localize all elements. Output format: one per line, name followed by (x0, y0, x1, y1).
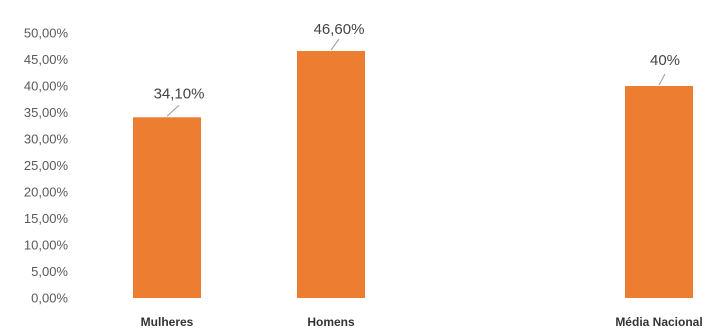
bar (133, 117, 201, 299)
y-tick-label: 15,00% (24, 211, 69, 226)
y-tick-label: 45,00% (24, 52, 69, 67)
y-tick-label: 40,00% (24, 79, 69, 94)
y-tick-label: 30,00% (24, 132, 69, 147)
data-label-leader (658, 73, 666, 86)
bar (297, 51, 365, 298)
bar (625, 86, 693, 298)
data-label: 40% (650, 52, 680, 69)
x-category-label: Mulheres (141, 315, 194, 329)
data-labels: 34,10% 46,60% 40% (154, 21, 680, 102)
x-category-label: Homens (307, 315, 355, 329)
y-tick-label: 20,00% (24, 185, 69, 200)
y-tick-label: 10,00% (24, 238, 69, 253)
y-tick-label: 25,00% (24, 158, 69, 173)
data-label: 46,60% (314, 21, 365, 38)
data-label: 34,10% (154, 85, 205, 102)
y-tick-label: 50,00% (24, 26, 69, 41)
data-label-leaders (166, 38, 666, 117)
y-axis: 0,00% 5,00% 10,00% 15,00% 20,00% 25,00% 30,00%… (24, 26, 69, 306)
data-label-leader (166, 104, 180, 117)
x-axis: Mulheres Homens Média Nacional (141, 315, 703, 329)
y-tick-label: 5,00% (31, 264, 68, 279)
data-label-leader (330, 38, 340, 51)
y-tick-label: 35,00% (24, 105, 69, 120)
bars (133, 51, 693, 299)
y-tick-label: 0,00% (31, 291, 68, 306)
x-category-label: Média Nacional (615, 315, 702, 329)
